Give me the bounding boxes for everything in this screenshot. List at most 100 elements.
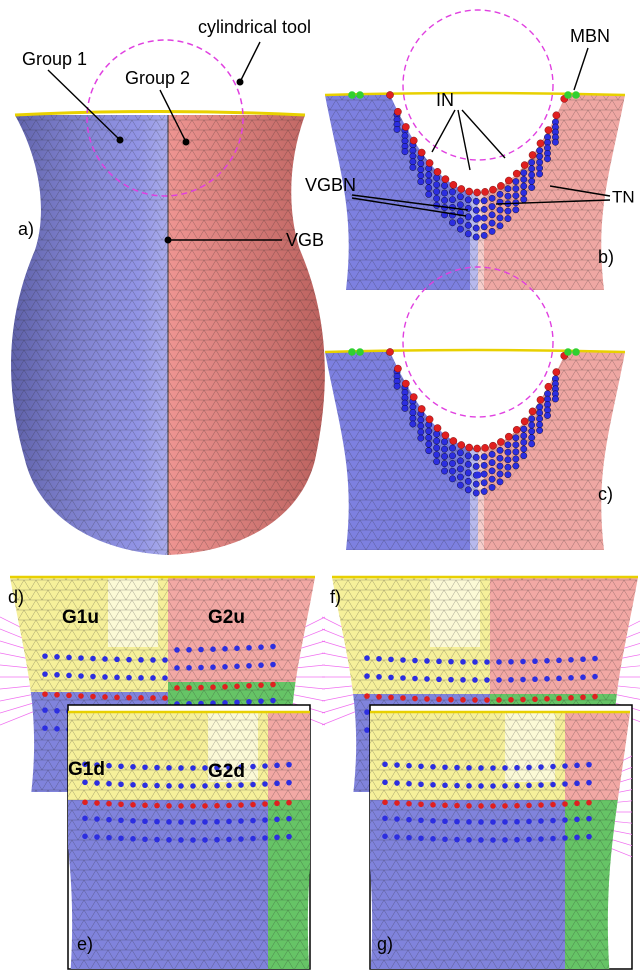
annotation: IN (436, 90, 454, 110)
transition-node (472, 480, 480, 488)
transition-node (436, 676, 442, 683)
transition-node (532, 676, 538, 683)
transition-node (382, 761, 388, 768)
transition-node (520, 658, 526, 665)
transition-node (490, 837, 496, 843)
transition-node (586, 815, 592, 822)
boundary-node (78, 693, 84, 699)
transition-node (488, 203, 496, 210)
transition-node (464, 196, 472, 204)
transition-node (250, 763, 256, 770)
transition-node (130, 764, 136, 770)
transition-node (130, 836, 136, 842)
transition-node (528, 165, 536, 173)
transition-node (190, 819, 196, 825)
leader-line (239, 41, 261, 83)
boundary-node (400, 695, 406, 701)
transition-node (490, 765, 496, 771)
transition-node (424, 658, 430, 664)
transition-node (424, 676, 430, 682)
panel-label: c) (598, 484, 613, 504)
transition-node (178, 765, 184, 771)
transition-node (449, 467, 456, 475)
transition-node (574, 780, 580, 787)
boundary-node (174, 685, 180, 691)
intersection-node (409, 393, 418, 401)
boundary-node (54, 691, 60, 698)
annotation: VGB (286, 230, 324, 250)
boundary-node (382, 799, 388, 806)
intersection-node (433, 424, 442, 432)
transition-node (130, 782, 136, 788)
arrow (573, 47, 589, 91)
boundary-node (82, 799, 88, 806)
intersection-node (449, 181, 458, 189)
transition-node (382, 833, 388, 840)
transition-node (126, 674, 132, 681)
boundary-node (544, 696, 550, 702)
transition-node (406, 780, 412, 787)
transition-node (441, 467, 448, 475)
transition-node (42, 725, 48, 731)
transition-node (536, 147, 543, 154)
transition-node (222, 699, 228, 706)
transition-node (502, 783, 508, 789)
panel-label: b) (598, 247, 614, 267)
boundary-node (580, 694, 586, 701)
boundary-node (246, 682, 252, 689)
boundary-node (572, 91, 580, 99)
transition-node (238, 836, 244, 842)
intersection-node (441, 431, 450, 440)
transition-node (536, 403, 543, 411)
transition-node (466, 837, 472, 843)
boundary-node (442, 802, 448, 809)
transition-node (42, 707, 48, 713)
transition-node (262, 781, 268, 787)
transition-node (490, 819, 496, 825)
transition-node (388, 656, 394, 663)
transition-node (586, 833, 592, 840)
transition-node (449, 460, 456, 467)
transition-node (508, 658, 514, 665)
panel-label: e) (77, 934, 93, 954)
intersection-node (457, 185, 466, 193)
tool-outline (86, 39, 244, 197)
intersection-node (497, 438, 505, 446)
boundary-node (90, 693, 96, 700)
transition-node (433, 437, 441, 445)
transition-node (480, 232, 488, 239)
transition-node (406, 762, 412, 769)
transition-node (488, 219, 496, 227)
transition-node (538, 836, 544, 842)
transition-node (42, 653, 48, 659)
transition-node (118, 763, 124, 770)
transition-node (274, 762, 280, 769)
panel-label: a) (18, 219, 34, 239)
transition-node (166, 783, 172, 789)
boundary-node (514, 802, 520, 809)
transition-node (425, 184, 433, 192)
leader-dot (164, 236, 172, 244)
intersection-node (394, 107, 402, 116)
transition-node (512, 434, 520, 442)
transition-node (393, 126, 401, 133)
arrow (461, 109, 506, 159)
intersection-node (512, 169, 521, 178)
boundary-node (574, 800, 580, 807)
boundary-node (418, 801, 424, 808)
transition-node (82, 815, 88, 822)
transition-node (562, 817, 568, 823)
boundary-node (118, 801, 124, 808)
transition-node (202, 783, 208, 789)
boundary-node (496, 697, 502, 703)
transition-node (82, 833, 88, 840)
transition-node (94, 834, 100, 840)
transition-node (270, 643, 276, 650)
intersection-node (552, 111, 561, 120)
transition-node (418, 835, 424, 842)
transition-node (472, 462, 480, 470)
transition-node (496, 206, 504, 214)
transition-node (418, 763, 424, 770)
transition-node (202, 837, 208, 843)
boundary-node (166, 803, 172, 809)
